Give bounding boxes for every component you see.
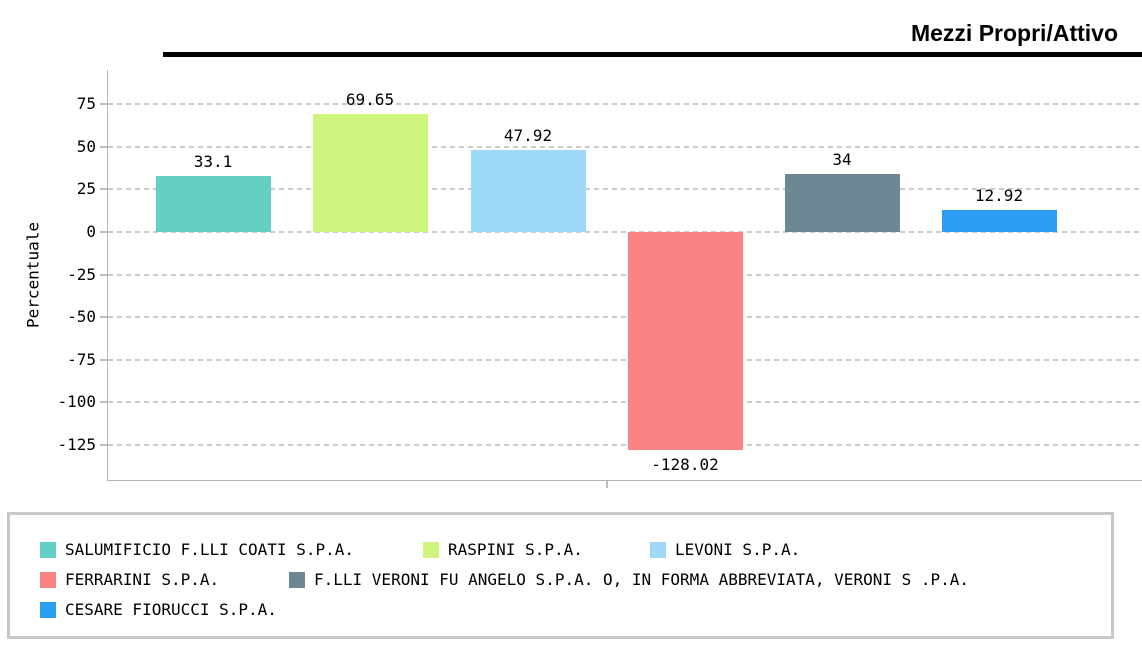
bar <box>784 174 900 232</box>
legend-label: LEVONI S.P.A. <box>675 540 801 559</box>
bar-value-label: -128.02 <box>651 455 719 474</box>
bar <box>155 176 271 232</box>
bar-value-label: 33.1 <box>193 152 233 171</box>
legend-label: F.LLI VERONI FU ANGELO S.P.A. O, IN FORM… <box>314 570 970 589</box>
legend-label: CESARE FIORUCCI S.P.A. <box>65 600 277 619</box>
legend-swatch <box>40 571 56 588</box>
bar <box>941 210 1057 232</box>
y-tick-label: 75 <box>76 94 96 113</box>
y-tick-mark <box>100 274 107 276</box>
y-tick-mark <box>100 444 107 446</box>
y-tick-label: -100 <box>57 392 96 411</box>
title-underline <box>163 52 1142 57</box>
legend-item: FERRARINI S.P.A. <box>40 569 219 589</box>
gridline <box>108 359 1142 361</box>
legend-swatch <box>289 571 305 588</box>
legend-item: SALUMIFICIO F.LLI COATI S.P.A. <box>40 539 354 559</box>
legend-swatch <box>40 541 56 558</box>
bar-value-label: 47.92 <box>503 126 553 145</box>
legend-swatch <box>423 541 439 558</box>
legend-label: SALUMIFICIO F.LLI COATI S.P.A. <box>65 540 354 559</box>
y-tick-mark <box>100 316 107 318</box>
y-tick-mark <box>100 401 107 403</box>
y-tick-mark <box>100 231 107 233</box>
bar-value-label: 34 <box>832 150 852 169</box>
legend-item: RASPINI S.P.A. <box>423 539 583 559</box>
bar-value-label: 69.65 <box>345 90 395 109</box>
gridline <box>108 231 1142 233</box>
y-tick-label: -75 <box>67 350 96 369</box>
gridline <box>108 103 1142 105</box>
y-tick-label: -125 <box>57 435 96 454</box>
bar-value-label: 12.92 <box>974 186 1024 205</box>
gridline <box>108 401 1142 403</box>
y-tick-mark <box>100 188 107 190</box>
legend-label: FERRARINI S.P.A. <box>65 570 220 589</box>
legend-box: SALUMIFICIO F.LLI COATI S.P.A. RASPINI S.… <box>7 512 1114 639</box>
y-tick-mark <box>100 359 107 361</box>
legend-swatch <box>650 541 666 558</box>
gridline <box>108 444 1142 446</box>
bar <box>470 150 586 232</box>
x-tick-mark <box>605 481 608 488</box>
plot-area: 33.1 69.65 47.92 -128.02 34 12.92 <box>107 70 1142 481</box>
legend-item: F.LLI VERONI FU ANGELO S.P.A. O, IN FORM… <box>289 569 969 589</box>
y-tick-mark <box>100 146 107 148</box>
y-tick-label: -25 <box>67 265 96 284</box>
gridline <box>108 274 1142 276</box>
bar <box>312 114 428 232</box>
y-tick-label: 25 <box>76 179 96 198</box>
gridline <box>108 146 1142 148</box>
y-tick-label: -50 <box>67 307 96 326</box>
y-tick-label: 0 <box>86 222 96 241</box>
legend-item: CESARE FIORUCCI S.P.A. <box>40 599 277 619</box>
y-tick-label: 50 <box>76 137 96 156</box>
legend-item: LEVONI S.P.A. <box>650 539 800 559</box>
bar <box>627 232 743 450</box>
legend-swatch <box>40 601 56 618</box>
chart-title: Mezzi Propri/Attivo <box>910 20 1118 46</box>
legend-label: RASPINI S.P.A. <box>448 540 583 559</box>
y-tick-mark <box>100 103 107 105</box>
gridline <box>108 188 1142 190</box>
gridline <box>108 316 1142 318</box>
